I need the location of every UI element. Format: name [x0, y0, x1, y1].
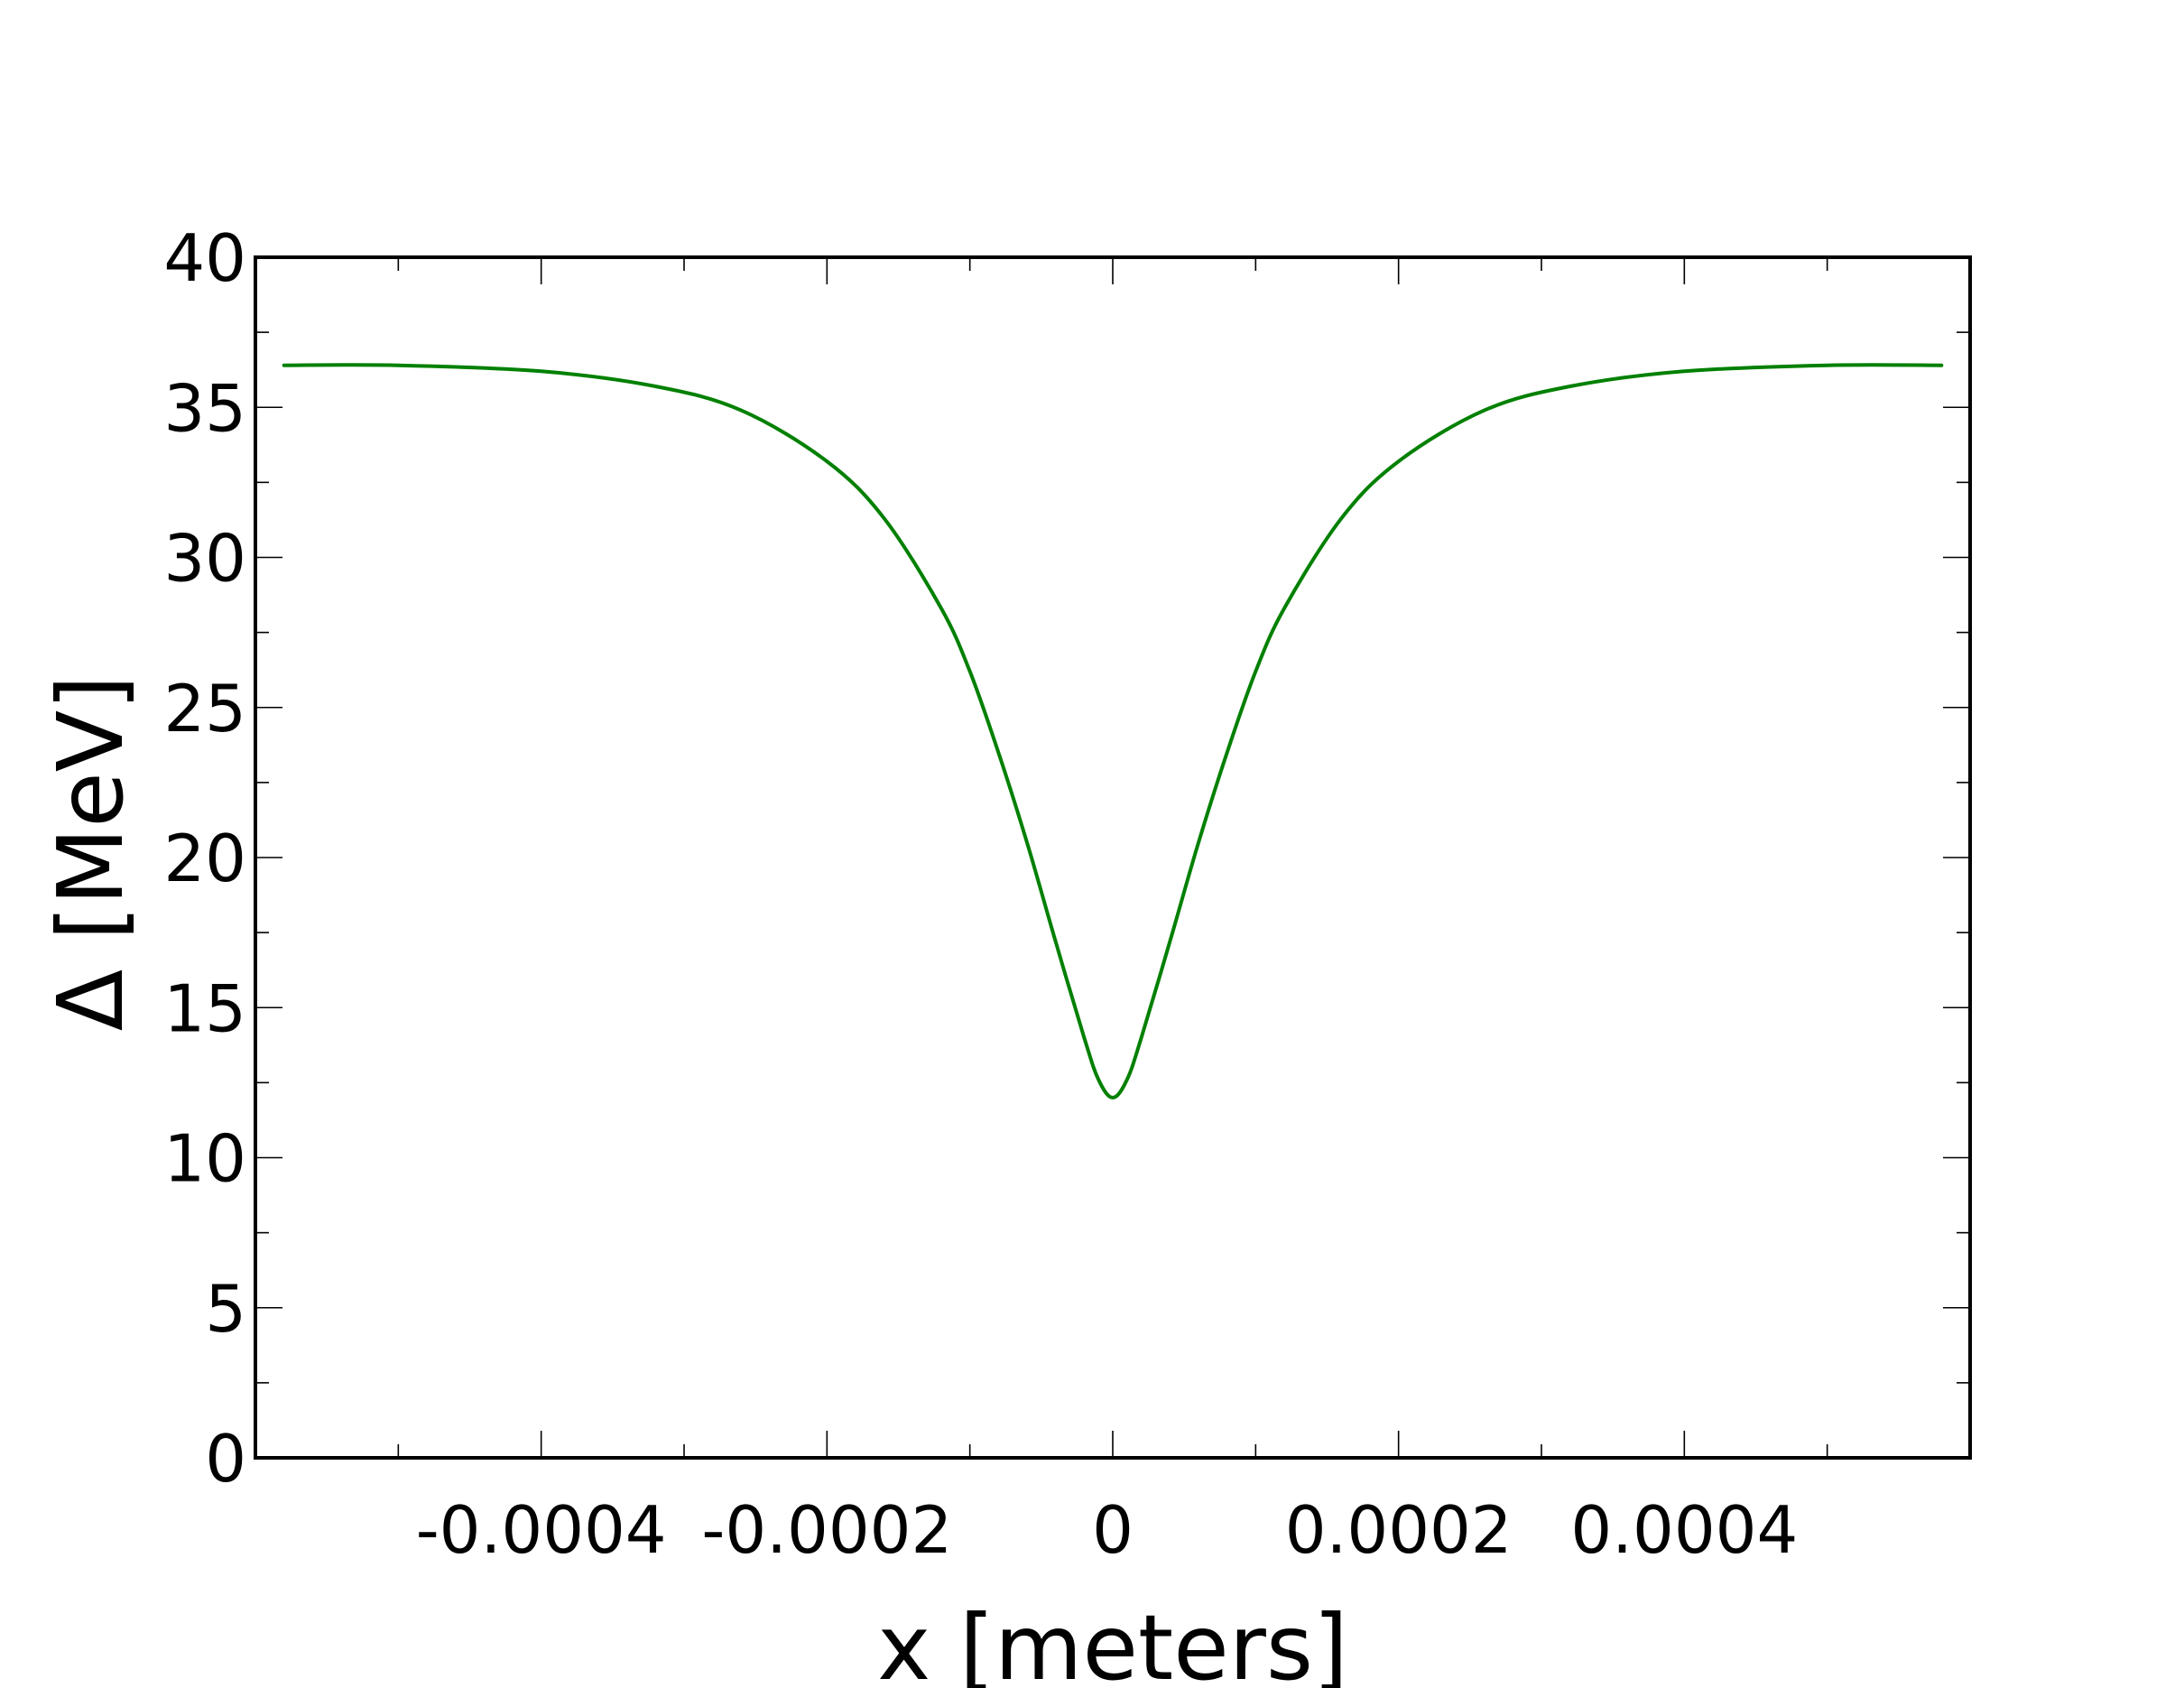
- series-line: [282, 363, 1944, 1099]
- y-tick-labels: 0 5 10 15 20 25 30 35 40: [163, 220, 246, 1497]
- x-tick-label: -0.0002: [701, 1492, 952, 1568]
- y-tick-label: 15: [163, 970, 246, 1046]
- y-tick-label: 10: [163, 1121, 246, 1197]
- y-axis-label: Δ [MeV]: [38, 675, 143, 1031]
- y-tick-label: 0: [205, 1421, 246, 1497]
- y-tick-label: 30: [163, 521, 246, 597]
- y-tick-label: 25: [163, 671, 246, 747]
- x-tick-label: 0.0004: [1570, 1492, 1798, 1568]
- plot-frame: [254, 255, 1972, 1460]
- x-tick-label: 0: [1092, 1492, 1134, 1568]
- x-tick-label: -0.0004: [416, 1492, 667, 1568]
- y-tick-label: 5: [205, 1271, 246, 1347]
- minor-ticks: [255, 257, 1970, 1458]
- x-axis-label: x [meters]: [877, 1595, 1348, 1688]
- y-tick-label: 40: [163, 220, 246, 296]
- y-tick-label: 35: [163, 370, 246, 446]
- y-tick-label: 20: [163, 821, 246, 896]
- series-layer: [282, 363, 1944, 1099]
- major-ticks: [255, 256, 1970, 1459]
- x-tick-labels: -0.0004 -0.0002 0 0.0002 0.0004: [416, 1492, 1799, 1568]
- x-tick-label: 0.0002: [1285, 1492, 1513, 1568]
